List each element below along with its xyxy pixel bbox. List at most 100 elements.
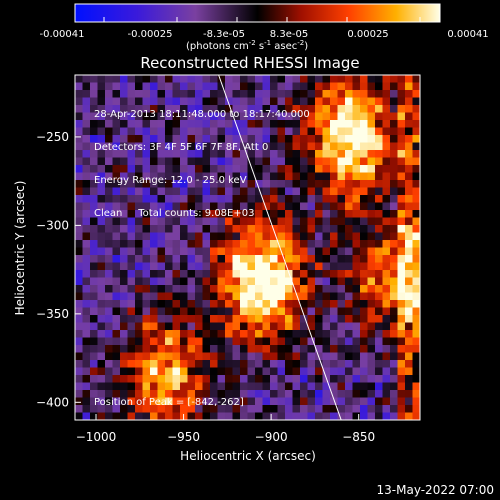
heatmap-cell — [150, 292, 159, 301]
heatmap-cell — [360, 285, 369, 294]
heatmap-cell — [217, 75, 226, 84]
heatmap-cell — [157, 172, 166, 181]
heatmap-cell — [307, 337, 316, 346]
heatmap-cell — [255, 405, 264, 414]
heatmap-cell — [382, 172, 391, 181]
heatmap-cell — [172, 112, 181, 121]
heatmap-cell — [337, 82, 346, 91]
heatmap-cell — [382, 142, 391, 151]
heatmap-cell — [187, 165, 196, 174]
heatmap-cell — [247, 270, 256, 279]
heatmap-cell — [97, 292, 106, 301]
heatmap-cell — [367, 352, 376, 361]
heatmap-cell — [390, 210, 399, 219]
heatmap-cell — [97, 150, 106, 159]
heatmap-cell — [240, 127, 249, 136]
heatmap-cell — [105, 352, 114, 361]
heatmap-cell — [300, 412, 309, 420]
heatmap-cell — [292, 217, 301, 226]
heatmap-cell — [165, 210, 174, 219]
heatmap-cell — [82, 127, 91, 136]
heatmap-cell — [135, 405, 144, 414]
heatmap-cell — [315, 367, 324, 376]
heatmap-cell — [360, 360, 369, 369]
heatmap-cell — [120, 105, 129, 114]
heatmap-cell — [240, 97, 249, 106]
heatmap-cell — [225, 367, 234, 376]
heatmap-cell — [232, 90, 241, 99]
heatmap-cell — [255, 217, 264, 226]
heatmap-cell — [322, 247, 331, 256]
heatmap-cell — [285, 277, 294, 286]
heatmap-cell — [255, 300, 264, 309]
heatmap-cell — [255, 97, 264, 106]
heatmap-cell — [165, 202, 174, 211]
heatmap-cell — [270, 97, 279, 106]
heatmap-cell — [142, 202, 151, 211]
heatmap-cell — [120, 127, 129, 136]
heatmap-cell — [292, 187, 301, 196]
heatmap-cell — [375, 360, 384, 369]
heatmap-cell — [240, 232, 249, 241]
heatmap-cell — [337, 142, 346, 151]
heatmap-cell — [255, 82, 264, 91]
heatmap-cell — [142, 75, 151, 84]
heatmap-cell — [157, 262, 166, 271]
heatmap-cell — [277, 367, 286, 376]
heatmap-cell — [232, 262, 241, 271]
heatmap-cell — [112, 172, 121, 181]
heatmap-cell — [135, 232, 144, 241]
heatmap-cell — [135, 195, 144, 204]
heatmap-cell — [322, 82, 331, 91]
heatmap-cell — [255, 165, 264, 174]
heatmap-cell — [412, 202, 420, 211]
heatmap-cell — [195, 82, 204, 91]
heatmap-cell — [90, 315, 99, 324]
heatmap-cell — [225, 352, 234, 361]
heatmap-cell — [150, 142, 159, 151]
heatmap-cell — [105, 172, 114, 181]
heatmap-cell — [307, 330, 316, 339]
heatmap-cell — [330, 255, 339, 264]
heatmap-cell — [82, 352, 91, 361]
heatmap-cell — [142, 120, 151, 129]
heatmap-cell — [397, 277, 406, 286]
heatmap-cell — [285, 345, 294, 354]
heatmap-cell — [240, 397, 249, 406]
heatmap-cell — [247, 210, 256, 219]
heatmap-cell — [210, 135, 219, 144]
heatmap-cell — [247, 330, 256, 339]
heatmap-cell — [217, 225, 226, 234]
heatmap-cell — [90, 105, 99, 114]
heatmap-cell — [405, 232, 414, 241]
heatmap-cell — [345, 202, 354, 211]
heatmap-cell — [225, 330, 234, 339]
heatmap-cell — [135, 247, 144, 256]
heatmap-cell — [180, 337, 189, 346]
heatmap-cell — [240, 240, 249, 249]
heatmap-cell — [307, 405, 316, 414]
heatmap-cell — [412, 292, 420, 301]
heatmap-cell — [352, 142, 361, 151]
heatmap-cell — [337, 97, 346, 106]
heatmap-cell — [75, 150, 84, 159]
heatmap-cell — [217, 165, 226, 174]
heatmap-cell — [367, 277, 376, 286]
heatmap-cell — [412, 82, 420, 91]
heatmap-cell — [112, 165, 121, 174]
heatmap-cell — [120, 315, 129, 324]
heatmap-cell — [165, 412, 174, 420]
heatmap-cell — [75, 120, 84, 129]
heatmap-cell — [187, 412, 196, 420]
heatmap-cell — [150, 405, 159, 414]
heatmap-cell — [82, 165, 91, 174]
heatmap-cell — [225, 157, 234, 166]
heatmap-cell — [360, 75, 369, 84]
heatmap-cell — [405, 135, 414, 144]
heatmap-cell — [330, 75, 339, 84]
heatmap-cell — [322, 127, 331, 136]
heatmap-cell — [150, 337, 159, 346]
heatmap-cell — [195, 307, 204, 316]
heatmap-cell — [315, 322, 324, 331]
heatmap-cell — [345, 150, 354, 159]
